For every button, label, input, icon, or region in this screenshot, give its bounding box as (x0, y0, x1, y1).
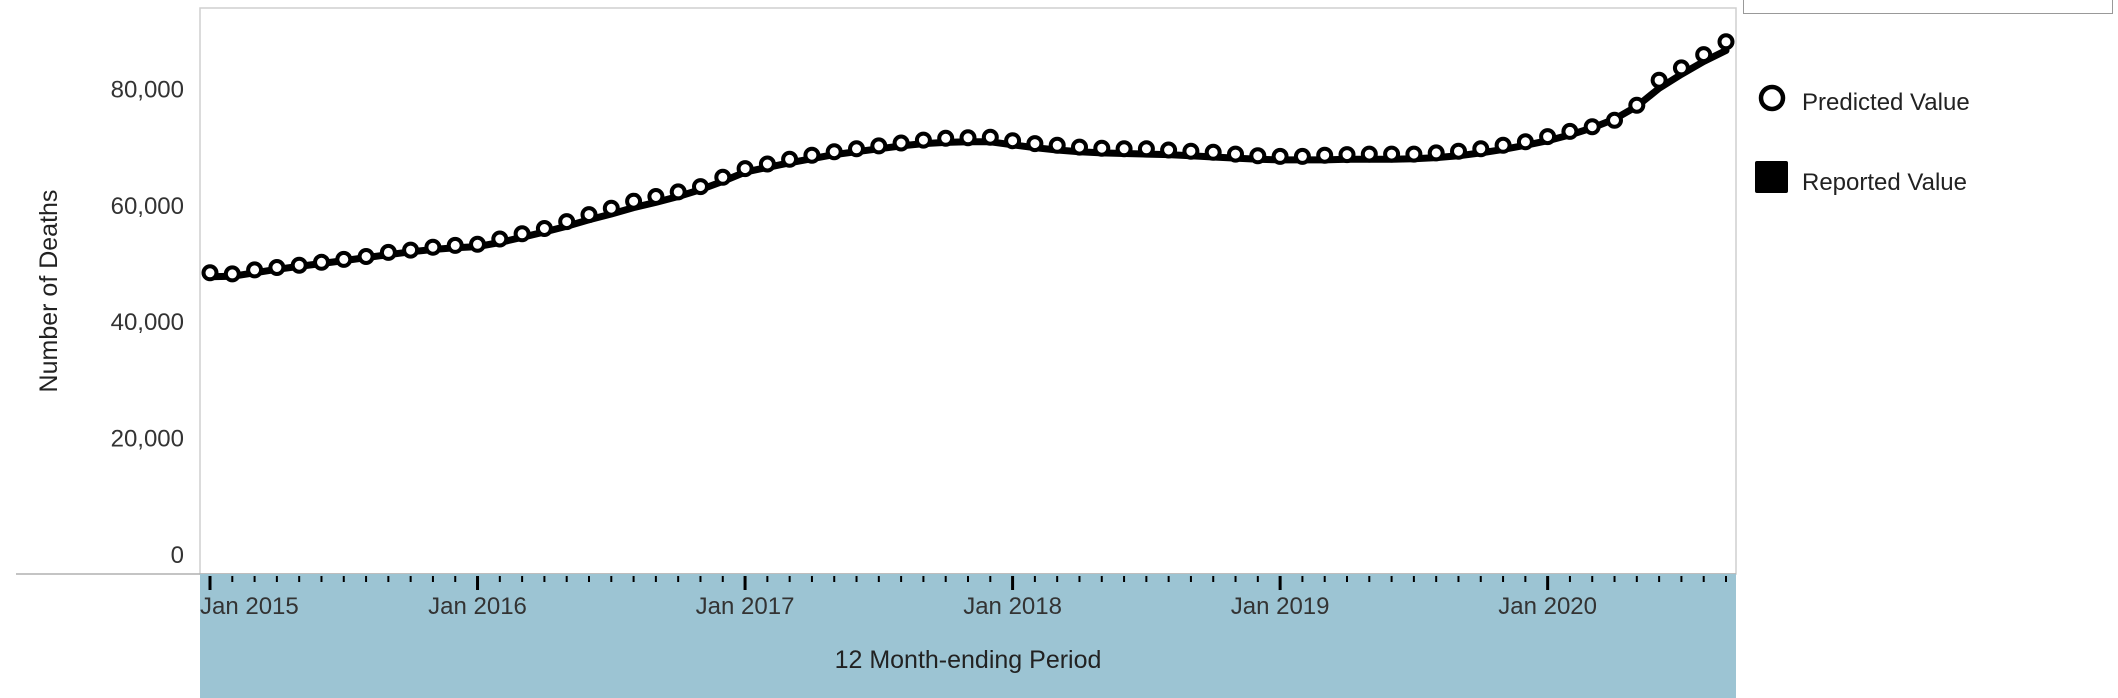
predicted-point[interactable] (758, 155, 776, 173)
predicted-point[interactable] (1672, 59, 1690, 77)
predicted-point[interactable] (491, 230, 509, 248)
predicted-point[interactable] (848, 140, 865, 158)
predicted-point[interactable] (1316, 146, 1334, 164)
predicted-point[interactable] (357, 248, 375, 265)
x-tick-label: Jan 2015 (200, 593, 299, 620)
predicted-point[interactable] (1427, 144, 1445, 162)
predicted-point[interactable] (981, 128, 999, 146)
predicted-point[interactable] (402, 241, 420, 259)
predicted-point[interactable] (1115, 140, 1133, 158)
predicted-point[interactable] (1160, 141, 1178, 159)
predicted-point[interactable] (201, 264, 219, 282)
predicted-point[interactable] (1004, 132, 1022, 150)
y-tick-label: 40,000 (111, 309, 184, 336)
predicted-point[interactable] (246, 261, 264, 279)
predicted-point[interactable] (937, 129, 955, 147)
predicted-point[interactable] (268, 259, 286, 276)
predicted-point[interactable] (1717, 33, 1735, 51)
x-tick-label: Jan 2018 (963, 593, 1062, 620)
predicted-point[interactable] (379, 243, 397, 261)
x-axis-band (200, 574, 1736, 698)
predicted-point[interactable] (714, 168, 732, 186)
predicted-point[interactable] (290, 256, 308, 274)
predicted-point[interactable] (1695, 46, 1713, 64)
predicted-point[interactable] (446, 236, 464, 254)
predicted-point[interactable] (313, 253, 330, 271)
predicted-point[interactable] (1450, 142, 1467, 160)
x-tick-label: Jan 2020 (1498, 593, 1597, 620)
legend: Predicted Value Reported Value (1755, 84, 1970, 196)
predicted-point[interactable] (914, 131, 932, 149)
predicted-point[interactable] (1227, 145, 1244, 163)
predicted-point[interactable] (1026, 135, 1044, 153)
predicted-point[interactable] (781, 150, 799, 168)
predicted-point[interactable] (535, 220, 553, 237)
predicted-point[interactable] (1338, 146, 1356, 164)
y-tick-label: 0 (171, 542, 184, 569)
predicted-point[interactable] (892, 134, 910, 152)
square-icon (1755, 161, 1788, 193)
predicted-point[interactable] (870, 137, 888, 155)
x-tick-label: Jan 2019 (1231, 593, 1330, 620)
predicted-point[interactable] (1383, 145, 1401, 163)
predicted-value-points (201, 33, 1735, 283)
predicted-point[interactable] (1539, 128, 1557, 146)
predicted-point[interactable] (1650, 71, 1668, 89)
y-tick-label: 80,000 (111, 76, 184, 103)
predicted-point[interactable] (1182, 142, 1200, 160)
y-tick-label: 20,000 (111, 426, 184, 453)
predicted-point[interactable] (1628, 96, 1646, 114)
predicted-point[interactable] (580, 206, 598, 224)
predicted-point[interactable] (513, 225, 531, 243)
circle-icon (1758, 84, 1786, 112)
predicted-point[interactable] (736, 160, 754, 178)
predicted-point[interactable] (803, 146, 821, 164)
predicted-point[interactable] (1071, 138, 1088, 156)
predicted-point[interactable] (558, 213, 576, 231)
predicted-point[interactable] (959, 129, 977, 147)
predicted-point[interactable] (669, 183, 687, 201)
predicted-point[interactable] (1494, 136, 1512, 154)
legend-item-reported[interactable]: Reported Value (1755, 161, 1967, 196)
predicted-point[interactable] (647, 188, 665, 205)
predicted-point[interactable] (1204, 143, 1222, 161)
predicted-point[interactable] (625, 192, 643, 210)
predicted-point[interactable] (1405, 145, 1423, 163)
predicted-point[interactable] (1137, 140, 1155, 158)
predicted-point[interactable] (1093, 139, 1111, 157)
legend-item-predicted[interactable]: Predicted Value (1758, 84, 1970, 116)
x-axis: Jan 2015 Jan 2016 Jan 2017 Jan 2018 Jan 2019… (200, 576, 1597, 620)
region-select[interactable]: United States (1743, 0, 2113, 14)
predicted-point[interactable] (1472, 140, 1490, 158)
predicted-point[interactable] (602, 199, 620, 217)
predicted-point[interactable] (1271, 147, 1289, 165)
predicted-point[interactable] (1249, 147, 1267, 165)
predicted-point[interactable] (1561, 122, 1579, 140)
predicted-point[interactable] (223, 265, 241, 283)
predicted-point[interactable] (1360, 145, 1378, 163)
predicted-point[interactable] (825, 143, 843, 161)
legend-label-predicted: Predicted Value (1802, 89, 1970, 116)
predicted-point[interactable] (1583, 118, 1601, 136)
predicted-point[interactable] (1048, 136, 1066, 154)
x-axis-title: 12 Month-ending Period (835, 646, 1102, 674)
y-tick-label: 60,000 (111, 193, 184, 220)
y-axis: 0 20,000 40,000 60,000 80,000 (111, 76, 184, 569)
predicted-point[interactable] (1516, 133, 1534, 151)
predicted-point[interactable] (1606, 111, 1623, 129)
predicted-point[interactable] (1293, 147, 1311, 165)
y-axis-title: Number of Deaths (35, 190, 63, 393)
predicted-point[interactable] (335, 250, 353, 268)
x-tick-label: Jan 2017 (696, 593, 795, 620)
legend-label-reported: Reported Value (1802, 169, 1967, 196)
plot-area (199, 7, 1737, 575)
predicted-point[interactable] (424, 238, 442, 256)
predicted-point[interactable] (692, 178, 709, 196)
x-tick-label: Jan 2016 (428, 593, 527, 620)
x-minor-ticks (209, 576, 1727, 582)
predicted-point[interactable] (469, 235, 486, 253)
